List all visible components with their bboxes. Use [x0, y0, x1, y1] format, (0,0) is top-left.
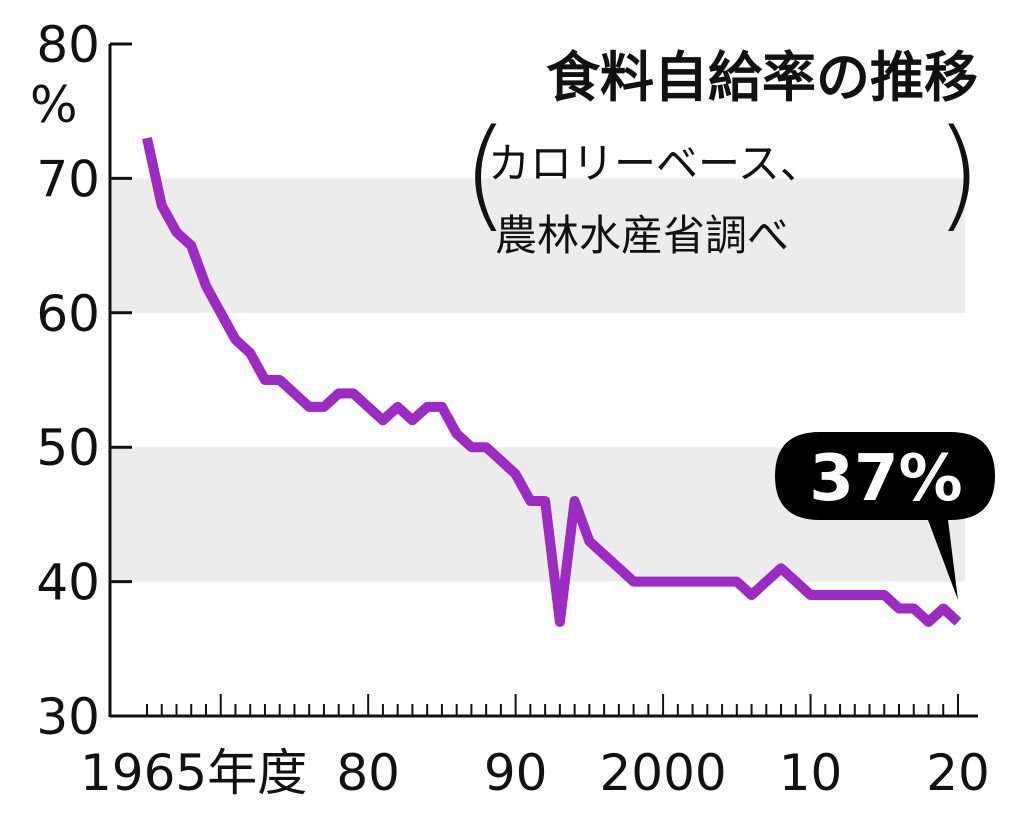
x-tick-label: 80 [336, 744, 400, 802]
chart-subtitle-line1: カロリーベース、 [488, 139, 822, 188]
series-line [142, 137, 962, 627]
chart-subtitle-line2: 農林水産省調べ [495, 211, 789, 260]
left-paren: ( [462, 105, 509, 244]
y-tick-label: 80 [36, 16, 100, 74]
callout-text: 37% [809, 442, 962, 516]
x-tick-label: 1965年度 [80, 744, 307, 802]
y-unit-label: % [30, 76, 78, 134]
right-paren: ) [935, 105, 982, 244]
y-tick-label: 40 [36, 554, 100, 612]
y-tick-label: 60 [36, 285, 100, 343]
x-tick-label: 2000 [599, 744, 726, 802]
y-tick-label: 50 [36, 419, 100, 477]
x-tick-label: 90 [484, 744, 548, 802]
callout-bubble [775, 432, 995, 600]
x-tick-label: 10 [779, 744, 843, 802]
chart-title: 食料自給率の推移 [546, 46, 978, 109]
annotation-callout: 37% [775, 432, 995, 600]
y-tick-label: 30 [36, 688, 100, 746]
shaded-band [110, 178, 965, 313]
x-tick-label: 20 [926, 744, 990, 802]
y-tick-label: 70 [36, 150, 100, 208]
